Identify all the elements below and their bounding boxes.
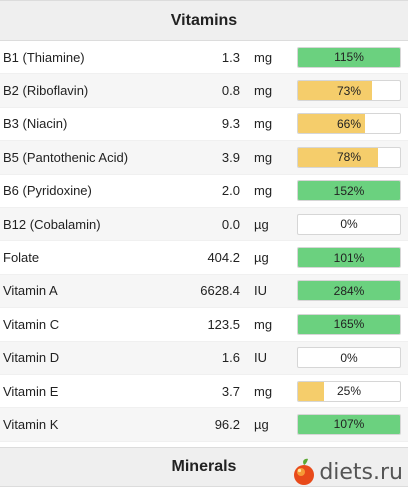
nutrient-unit: µg [254,216,269,232]
vitamin-row: Vitamin C 123.5 mg 165% [0,308,408,342]
vitamin-row: Vitamin A 6628.4 IU 284% [0,274,408,309]
vitamins-table: B1 (Thiamine) 1.3 mg 115% B2 (Riboflavin) 0.8… [0,41,408,442]
vitamins-title: Vitamins [170,11,238,29]
daily-value-percent: 284% [333,283,365,298]
daily-value-fill [298,414,400,434]
nutrient-name: Vitamin C [3,316,60,332]
daily-value-fill [298,314,400,334]
nutrient-unit: mg [254,49,273,65]
daily-value-percent: 73% [336,83,362,98]
vitamin-row: B12 (Cobalamin) 0.0 µg 0% [0,207,408,242]
vitamin-row: B3 (Niacin) 9.3 mg 66% [0,108,408,142]
nutrient-name: B3 (Niacin) [3,116,68,132]
vitamin-row: B6 (Pyridoxine) 2.0 mg 152% [0,175,408,208]
nutrient-name: B1 (Thiamine) [3,49,85,65]
nutrient-unit: mg [254,83,273,99]
daily-value-fill [298,147,378,167]
nutrient-unit: mg [254,116,273,132]
nutrient-amount: 3.9 [221,149,240,165]
daily-value-fill [298,114,366,134]
nutrient-name: Vitamin K [3,416,59,432]
vitamin-row: B1 (Thiamine) 1.3 mg 115% [0,41,408,75]
vitamin-row: Vitamin K 96.2 µg 107% [0,408,408,442]
vitamins-panel: Vitamins B1 (Thiamine) 1.3 mg 115% B2 (Ribof… [0,0,408,442]
nutrient-amount: 1.3 [221,49,240,65]
daily-value-bar: 115% [297,46,401,68]
apple-icon [294,458,315,485]
nutrient-amount: 123.5 [207,316,240,332]
nutrient-unit: µg [254,250,269,266]
nutrient-unit: IU [254,283,267,299]
nutrient-amount: 9.3 [221,116,240,132]
nutrient-amount: 3.7 [221,383,240,399]
nutrient-unit: µg [254,416,269,432]
nutrient-amount: 2.0 [221,183,240,199]
nutrient-name: B5 (Pantothenic Acid) [3,149,129,165]
nutrient-amount: 0.8 [221,83,240,99]
daily-value-percent: 66% [336,116,362,131]
daily-value-bar: 66% [297,113,401,135]
daily-value-fill [298,81,373,101]
nutrient-name: B2 (Riboflavin) [3,83,89,99]
vitamin-row: B5 (Pantothenic Acid) 3.9 mg 78% [0,141,408,175]
nutrient-unit: IU [254,350,267,366]
nutrient-unit: mg [254,383,273,399]
daily-value-bar: 0% [297,347,401,369]
vitamin-row: Folate 404.2 µg 101% [0,241,408,275]
daily-value-bar: 101% [297,247,401,269]
nutrient-unit: mg [254,183,273,199]
daily-value-percent: 0% [340,217,358,232]
daily-value-bar: 0% [297,213,401,235]
nutrient-name: Vitamin D [3,350,60,366]
nutrient-name: B12 (Cobalamin) [3,216,101,232]
daily-value-fill [298,248,400,268]
daily-value-fill [298,381,324,401]
nutrient-amount: 1.6 [221,350,240,366]
daily-value-bar: 165% [297,313,401,335]
daily-value-percent: 152% [333,183,365,198]
nutrient-name: Vitamin E [3,383,59,399]
vitamin-row: Vitamin E 3.7 mg 25% [0,375,408,409]
nutrient-name: Folate [3,250,40,266]
daily-value-bar: 25% [297,380,401,402]
daily-value-fill [298,281,400,301]
daily-value-percent: 107% [333,417,365,432]
vitamins-header: Vitamins [0,0,408,41]
daily-value-percent: 25% [336,384,362,399]
daily-value-percent: 115% [334,50,364,65]
daily-value-percent: 165% [333,317,365,332]
daily-value-percent: 0% [340,350,358,365]
daily-value-percent: 78% [336,150,362,165]
minerals-title: Minerals [171,458,237,475]
watermark-text: diets.ru [319,459,403,485]
vitamin-row: B2 (Riboflavin) 0.8 mg 73% [0,74,408,108]
minerals-panel: Minerals [0,447,408,487]
daily-value-bar: 78% [297,146,401,168]
daily-value-bar: 107% [297,413,401,435]
daily-value-fill [298,47,400,67]
minerals-header[interactable]: Minerals [0,447,408,487]
nutrient-amount: 0.0 [221,216,240,232]
nutrient-amount: 404.2 [207,250,240,266]
daily-value-percent: 101% [333,250,365,265]
daily-value-bar: 73% [297,80,401,102]
nutrient-name: Vitamin A [3,283,58,299]
diets-watermark: diets.ru [291,458,403,486]
nutrient-unit: mg [254,149,273,165]
nutrient-amount: 96.2 [214,416,240,432]
nutrient-amount: 6628.4 [200,283,240,299]
nutrient-unit: mg [254,316,273,332]
nutrient-name: B6 (Pyridoxine) [3,183,92,199]
daily-value-bar: 152% [297,180,401,202]
daily-value-bar: 284% [297,280,401,302]
daily-value-fill [298,181,400,201]
vitamin-row: Vitamin D 1.6 IU 0% [0,341,408,375]
